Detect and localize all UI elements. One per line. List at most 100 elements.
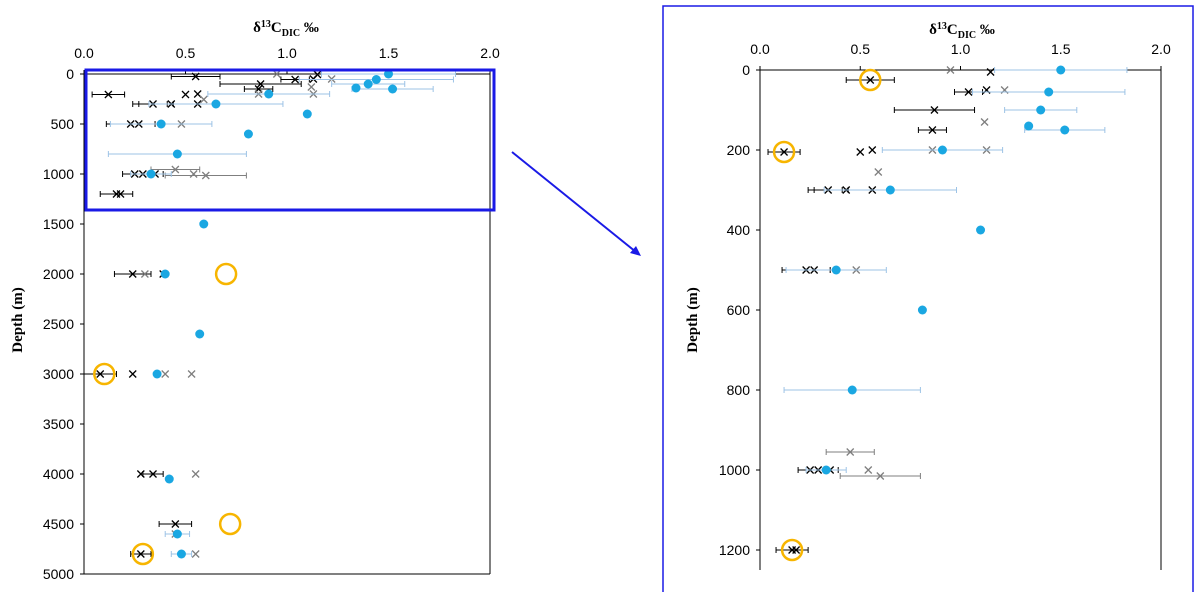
- y-tick-label: 0: [742, 62, 750, 78]
- data-point-black: [149, 470, 157, 478]
- data-point-black: [868, 146, 877, 154]
- data-point-black: [128, 270, 137, 278]
- data-point-black: [792, 546, 801, 554]
- data-point-blue: [264, 89, 274, 99]
- y-tick-label: 1000: [43, 166, 74, 182]
- data-point-gray: [187, 370, 196, 378]
- highlight-ring: [772, 140, 796, 164]
- data-point-blue: [172, 149, 182, 159]
- y-tick-label: 1500: [43, 216, 74, 232]
- data-point-gray: [140, 270, 149, 278]
- data-point-black: [780, 148, 789, 156]
- left-y-axis-label: Depth (m): [10, 287, 26, 352]
- y-tick-label: 3500: [43, 416, 74, 432]
- y-tick-label: 200: [727, 142, 751, 158]
- data-point-blue: [302, 109, 312, 119]
- x-tick-label: 1.0: [277, 45, 297, 61]
- data-point-blue: [351, 83, 361, 93]
- x-tick-label: 0.0: [74, 45, 94, 61]
- highlight-ring: [859, 68, 882, 92]
- x-tick-label: 0.5: [176, 45, 196, 61]
- data-point-gray: [846, 448, 855, 456]
- data-point-blue: [917, 305, 927, 315]
- data-point-black: [104, 90, 113, 99]
- data-point-gray: [191, 470, 200, 478]
- data-point-gray: [191, 550, 200, 558]
- data-point-blue: [388, 84, 398, 94]
- data-point-black: [116, 190, 125, 198]
- y-tick-label: 2500: [43, 316, 74, 332]
- data-point-blue: [172, 529, 182, 539]
- data-point-blue: [937, 145, 947, 155]
- data-point-gray: [946, 66, 955, 74]
- data-point-gray: [307, 83, 316, 91]
- data-point-black: [986, 68, 995, 76]
- data-point-black: [928, 126, 937, 134]
- data-point-blue: [1056, 65, 1066, 75]
- data-point-gray: [199, 95, 208, 104]
- data-point-gray: [272, 70, 281, 78]
- data-point-black: [136, 550, 145, 558]
- zoom-box: [84, 68, 496, 212]
- y-tick-label: 1200: [719, 542, 750, 558]
- data-point-gray: [201, 171, 210, 180]
- data-point-blue: [1036, 105, 1046, 115]
- y-tick-label: 500: [51, 116, 75, 132]
- zoom-arrow: [511, 151, 641, 256]
- data-point-gray: [864, 466, 873, 474]
- data-point-gray: [189, 170, 198, 178]
- highlight-ring: [131, 542, 155, 566]
- data-point-black: [930, 106, 939, 114]
- x-tick-label: 1.5: [1051, 41, 1071, 57]
- data-point-blue: [164, 474, 174, 484]
- y-tick-label: 600: [727, 302, 751, 318]
- y-tick-label: 5000: [43, 566, 74, 582]
- data-point-gray: [161, 370, 170, 378]
- data-point-blue: [831, 265, 841, 275]
- highlight-ring: [214, 262, 238, 286]
- data-point-black: [964, 88, 973, 96]
- data-point-black: [181, 90, 190, 99]
- data-point-black: [256, 80, 265, 88]
- left-chart-title: δ13CDIC ‰: [253, 19, 319, 39]
- y-tick-label: 800: [727, 382, 751, 398]
- data-point-blue: [885, 185, 895, 195]
- y-tick-label: 400: [727, 222, 751, 238]
- data-point-blue: [371, 75, 381, 84]
- x-tick-label: 0.5: [851, 41, 871, 57]
- data-point-gray: [171, 165, 180, 174]
- data-point-blue: [146, 169, 156, 179]
- y-tick-label: 0: [66, 66, 74, 82]
- data-point-black: [856, 148, 865, 156]
- data-point-blue: [156, 119, 166, 129]
- data-point-black: [136, 470, 145, 478]
- data-point-blue: [160, 269, 170, 279]
- highlight-ring: [780, 538, 804, 562]
- y-tick-label: 3000: [43, 366, 74, 382]
- data-point-black: [291, 75, 300, 84]
- x-tick-label: 2.0: [1151, 41, 1171, 57]
- data-point-gray: [980, 118, 989, 126]
- x-tick-label: 1.0: [951, 41, 971, 57]
- data-point-blue: [1060, 125, 1070, 135]
- data-point-black: [128, 370, 137, 378]
- data-point-black: [866, 76, 875, 84]
- right-chart-frame: [662, 5, 1194, 592]
- data-point-blue: [152, 369, 162, 379]
- y-tick-label: 4000: [43, 466, 74, 482]
- data-point-blue: [211, 99, 221, 109]
- y-tick-label: 2000: [43, 266, 74, 282]
- data-point-blue: [363, 79, 373, 89]
- data-point-blue: [195, 329, 205, 339]
- data-point-black: [96, 370, 105, 378]
- data-point-gray: [874, 168, 883, 176]
- data-point-gray: [876, 472, 885, 480]
- data-point-blue: [821, 465, 831, 475]
- right-chart-title: δ13CDIC ‰: [929, 21, 995, 41]
- data-point-blue: [976, 225, 986, 235]
- highlight-ring: [93, 362, 116, 386]
- data-point-blue: [176, 549, 186, 559]
- left-chart: δ13CDIC ‰ Depth (m) 0.0 0.5 1.0 1.5 2.0 0 500 1…: [10, 19, 500, 582]
- data-point-black: [171, 520, 180, 528]
